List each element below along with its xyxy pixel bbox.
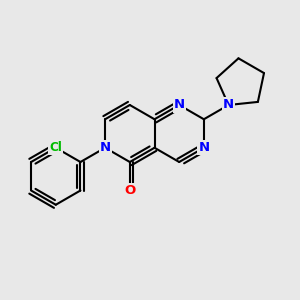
Text: N: N xyxy=(198,141,209,154)
Text: O: O xyxy=(124,184,135,197)
Text: N: N xyxy=(223,98,234,112)
Text: N: N xyxy=(174,98,185,112)
Text: N: N xyxy=(100,141,111,154)
Text: Cl: Cl xyxy=(49,141,62,154)
